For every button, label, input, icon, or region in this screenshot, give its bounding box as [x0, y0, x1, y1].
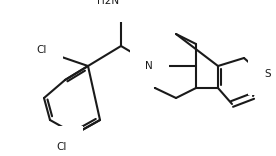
- Text: S: S: [264, 69, 271, 79]
- Text: Cl: Cl: [57, 142, 67, 152]
- Text: Cl: Cl: [37, 45, 47, 55]
- Text: N: N: [145, 61, 153, 71]
- Text: H2N: H2N: [97, 0, 119, 6]
